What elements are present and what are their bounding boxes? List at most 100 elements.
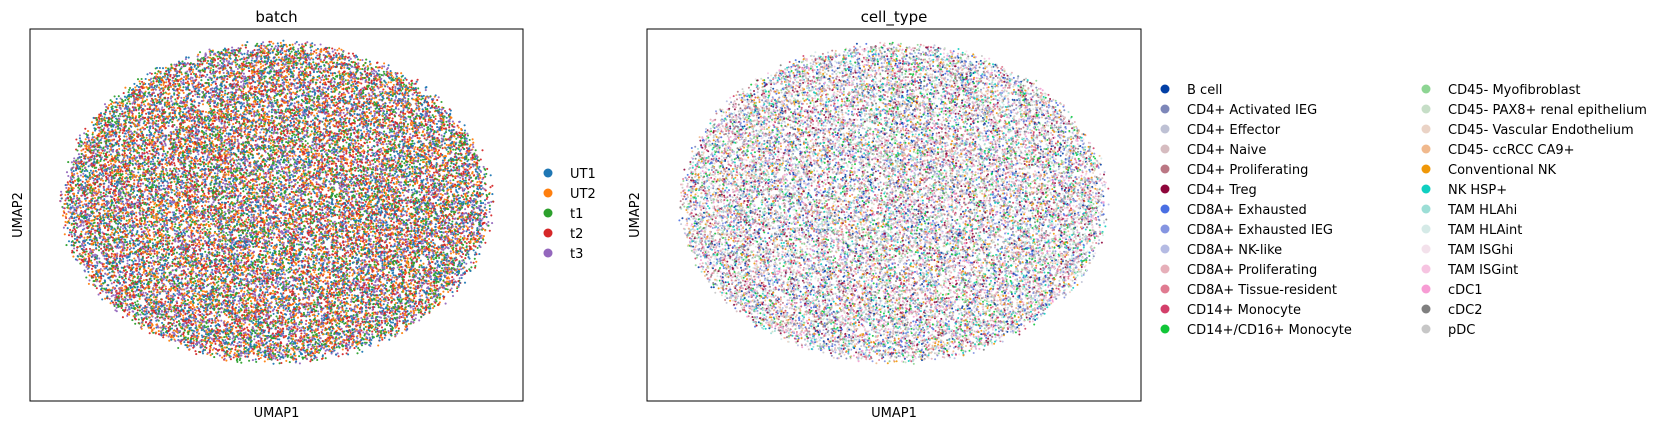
legend-marker: [1421, 224, 1431, 234]
legend-label: CD8A+ Exhausted: [1187, 203, 1307, 218]
chart-title: batch: [255, 8, 297, 26]
x-axis-label: UMAP1: [254, 406, 300, 421]
legend: B cell CD4+ Activated IEG CD4+ Effector CD4…: [1160, 83, 1647, 338]
legend-marker: [1160, 324, 1170, 334]
legend-marker: [543, 208, 553, 218]
legend-label: CD14+ Monocyte: [1187, 303, 1301, 318]
legend-item: t2: [543, 227, 583, 242]
legend-marker: [543, 228, 553, 238]
legend-label: t3: [570, 247, 583, 262]
legend-item: CD8A+ Exhausted: [1160, 203, 1307, 218]
legend-item: CD14+/CD16+ Monocyte: [1160, 323, 1352, 338]
legend-marker: [1160, 84, 1170, 94]
legend-label: CD4+ Proliferating: [1187, 163, 1308, 178]
legend-item: cDC1: [1421, 283, 1483, 298]
legend-item: CD4+ Treg: [1160, 183, 1257, 198]
x-axis-label: UMAP1: [871, 406, 917, 421]
legend-item: pDC: [1421, 323, 1475, 338]
legend-label: B cell: [1187, 83, 1222, 98]
legend-item: CD8A+ Exhausted IEG: [1160, 223, 1333, 238]
legend-marker: [1160, 284, 1170, 294]
legend-marker: [1421, 264, 1431, 274]
legend-label: NK HSP+: [1448, 183, 1507, 198]
legend-item: TAM HLAhi: [1421, 203, 1517, 218]
legend-label: TAM ISGhi: [1447, 243, 1513, 258]
legend-marker: [1160, 264, 1170, 274]
scatter-points: [59, 39, 495, 365]
legend-item: CD8A+ Proliferating: [1160, 263, 1317, 278]
legend-item: CD45- Myofibroblast: [1421, 83, 1580, 98]
legend-label: UT2: [570, 187, 596, 202]
legend-marker: [1160, 184, 1170, 194]
legend-item: Conventional NK: [1421, 163, 1557, 178]
legend-marker: [1421, 204, 1431, 214]
legend-marker: [1421, 104, 1431, 114]
legend-item: CD45- PAX8+ renal epithelium: [1421, 103, 1647, 118]
legend-item: CD45- Vascular Endothelium: [1421, 123, 1634, 138]
legend-label: Conventional NK: [1448, 163, 1557, 178]
chart-title: cell_type: [861, 8, 928, 27]
legend-label: CD14+/CD16+ Monocyte: [1187, 323, 1352, 338]
legend-marker: [1421, 144, 1431, 154]
legend-label: UT1: [570, 167, 596, 182]
legend-marker: [1160, 224, 1170, 234]
scatter-points: [678, 41, 1110, 365]
legend-item: t3: [543, 247, 583, 262]
legend-marker: [1421, 164, 1431, 174]
y-axis-label: UMAP2: [628, 192, 643, 238]
legend-marker: [1160, 124, 1170, 134]
legend-label: CD4+ Naive: [1187, 143, 1266, 158]
legend-item: CD8A+ Tissue-resident: [1160, 283, 1337, 298]
legend-marker: [1421, 84, 1431, 94]
legend-label: CD45- Myofibroblast: [1448, 83, 1580, 98]
legend-marker: [1160, 164, 1170, 174]
legend-marker: [1421, 284, 1431, 294]
plot-frame: [29, 28, 524, 402]
legend-item: CD45- ccRCC CA9+: [1421, 143, 1575, 158]
legend-label: TAM HLAint: [1447, 223, 1522, 238]
legend-marker: [1421, 184, 1431, 194]
legend-item: UT2: [543, 187, 596, 202]
legend-marker: [543, 248, 553, 258]
legend-marker: [1421, 324, 1431, 334]
legend-item: TAM ISGhi: [1421, 243, 1513, 258]
legend-item: CD14+ Monocyte: [1160, 303, 1301, 318]
legend-item: NK HSP+: [1421, 183, 1507, 198]
legend-label: CD4+ Activated IEG: [1187, 103, 1317, 118]
plot-frame: [646, 28, 1142, 402]
legend-item: cDC2: [1421, 303, 1483, 318]
batch-umap-panel: batch UMAP1 UMAP2 UT1 UT2 t1 t2 t3: [11, 8, 596, 421]
legend-marker: [543, 188, 553, 198]
legend-label: CD8A+ Tissue-resident: [1187, 283, 1337, 298]
legend-label: CD45- ccRCC CA9+: [1448, 143, 1575, 158]
legend-label: t1: [570, 207, 583, 222]
legend-item: UT1: [543, 167, 596, 182]
legend-item: CD4+ Effector: [1160, 123, 1281, 138]
legend-label: CD4+ Effector: [1187, 123, 1281, 138]
legend-item: CD8A+ NK-like: [1160, 243, 1282, 258]
legend-label: TAM HLAhi: [1447, 203, 1517, 218]
legend-item: B cell: [1160, 83, 1222, 98]
y-axis-label: UMAP2: [11, 192, 26, 238]
legend: UT1 UT2 t1 t2 t3: [543, 167, 596, 262]
legend-item: TAM ISGint: [1421, 263, 1518, 278]
legend-item: TAM HLAint: [1421, 223, 1522, 238]
legend-label: CD4+ Treg: [1187, 183, 1257, 198]
legend-label: CD8A+ Proliferating: [1187, 263, 1317, 278]
legend-item: t1: [543, 207, 583, 222]
legend-item: CD4+ Naive: [1160, 143, 1266, 158]
legend-label: t2: [570, 227, 583, 242]
legend-marker: [1160, 204, 1170, 214]
legend-marker: [1160, 144, 1170, 154]
legend-label: pDC: [1448, 323, 1475, 338]
legend-label: TAM ISGint: [1447, 263, 1518, 278]
legend-marker: [1421, 244, 1431, 254]
legend-label: cDC1: [1448, 283, 1483, 298]
legend-item: CD4+ Activated IEG: [1160, 103, 1317, 118]
legend-label: CD8A+ Exhausted IEG: [1187, 223, 1333, 238]
legend-label: CD45- Vascular Endothelium: [1448, 123, 1634, 138]
legend-label: CD8A+ NK-like: [1187, 243, 1282, 258]
legend-item: CD4+ Proliferating: [1160, 163, 1308, 178]
legend-marker: [543, 168, 553, 178]
